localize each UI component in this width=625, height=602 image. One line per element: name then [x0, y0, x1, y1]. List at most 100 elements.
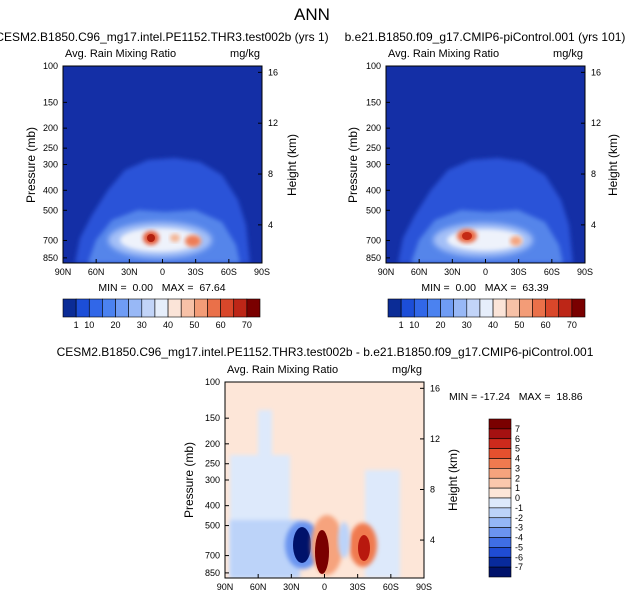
- x-tick-label: 90N: [55, 267, 72, 277]
- panel-difference-y2label: Height (km): [446, 449, 460, 511]
- panel-model-variable: Avg. Rain Mixing Ratio: [65, 48, 176, 60]
- panel-difference-ylabel: Pressure (mb): [182, 442, 196, 518]
- panel-control-ylabel: Pressure (mb): [346, 127, 360, 203]
- colorbar-swatch: [75, 298, 90, 318]
- panel-control-stats: MIN = 0.00 MAX = 63.39: [421, 282, 548, 294]
- panel-model-yaxis: 100 150 200 250 300 400 500 700 850: [43, 61, 67, 263]
- x-tick-label: 30S: [188, 267, 204, 277]
- panel-model-ylabel: Pressure (mb): [24, 127, 38, 203]
- x-tick-label: 90N: [217, 582, 234, 592]
- colorbar-swatch: [194, 298, 208, 318]
- colorbar-swatch: [488, 428, 512, 440]
- panel-control: b.e21.B1850.f09_g17.CMIP6-piControl.001 …: [345, 30, 625, 294]
- colorbar-label: 7: [515, 424, 520, 434]
- colorbar-swatch: [233, 298, 248, 318]
- x-tick-label: 30S: [511, 267, 527, 277]
- colorbar-label: 70: [567, 320, 577, 330]
- colorbar-label: 5: [515, 444, 520, 454]
- x-tick-label: 30N: [283, 582, 300, 592]
- y2-tick-label: 16: [268, 67, 278, 77]
- colorbar-label: 10: [84, 320, 94, 330]
- hotspot-mark: [185, 235, 201, 247]
- y-tick-label: 850: [366, 253, 381, 263]
- y-tick-label: 250: [366, 143, 381, 153]
- colorbar-label: -3: [515, 523, 523, 533]
- y2-tick-label: 12: [430, 434, 440, 444]
- colorbar-label: 10: [409, 320, 419, 330]
- x-tick-label: 60S: [544, 267, 560, 277]
- y-tick-label: 400: [366, 185, 381, 195]
- colorbar-swatch: [154, 298, 169, 318]
- colorbar-swatch: [488, 566, 512, 578]
- colorbar-label: 0: [515, 493, 520, 503]
- colorbar-label: 1: [74, 320, 79, 330]
- colorbar-label: 1: [399, 320, 404, 330]
- colorbar-swatch: [440, 298, 454, 318]
- colorbar-swatch: [488, 507, 512, 519]
- colorbar-swatch: [466, 298, 481, 318]
- colorbar-label: 6: [515, 434, 520, 444]
- figure-title: ANN: [294, 5, 330, 24]
- y-tick-label: 200: [366, 123, 381, 133]
- colorbar-label: 70: [242, 320, 252, 330]
- field-negative: [338, 522, 350, 558]
- y-tick-label: 300: [366, 160, 381, 170]
- panel-model-y2axis: 16 12 8 4: [258, 67, 278, 230]
- y2-tick-label: 12: [591, 118, 601, 128]
- y-tick-label: 250: [43, 143, 58, 153]
- x-tick-label: 90S: [577, 267, 593, 277]
- panel-model-y2label: Height (km): [285, 134, 299, 196]
- x-tick-label: 90N: [378, 267, 395, 277]
- y-tick-label: 200: [205, 439, 220, 449]
- colorbar-swatch: [115, 298, 129, 318]
- hotspot-mark: [315, 530, 329, 574]
- colorbar-swatch: [62, 298, 77, 318]
- panel-difference: CESM2.B1850.C96_mg17.intel.PE1152.THR3.t…: [57, 345, 594, 592]
- hotspot-mark: [462, 232, 472, 240]
- colorbar-label: 30: [462, 320, 472, 330]
- field-core-light: [120, 228, 200, 252]
- x-tick-label: 30N: [444, 267, 461, 277]
- colorbar-swatch: [453, 298, 468, 318]
- colorbar-label: 40: [163, 320, 173, 330]
- colorbar-swatch: [102, 298, 116, 318]
- colorbar-swatch: [246, 298, 261, 318]
- y2-tick-label: 12: [268, 118, 278, 128]
- x-tick-label: 60N: [250, 582, 267, 592]
- panel-difference-xaxis: 90N 60N 30N 0 30S 60S 90S: [217, 574, 432, 592]
- x-tick-label: 90S: [416, 582, 432, 592]
- y-tick-label: 700: [366, 235, 381, 245]
- colorbar-label: 60: [216, 320, 226, 330]
- field-band: [258, 410, 272, 480]
- panel-model-units: mg/kg: [230, 48, 260, 60]
- colorbar-swatch: [128, 298, 143, 318]
- colorbar-swatch: [519, 298, 533, 318]
- y-tick-label: 400: [205, 501, 220, 511]
- colorbar-label: 60: [541, 320, 551, 330]
- y-tick-label: 500: [43, 205, 58, 215]
- colorbar-swatch: [488, 537, 512, 548]
- panel-control-title: b.e21.B1850.f09_g17.CMIP6-piControl.001 …: [345, 30, 625, 44]
- panel-model-stats: MIN = 0.00 MAX = 67.64: [98, 282, 225, 294]
- y2-tick-label: 8: [430, 484, 435, 494]
- colorbar-swatch: [532, 298, 546, 318]
- colorbar-swatch: [488, 487, 512, 499]
- colorbar-swatch: [488, 438, 512, 449]
- colorbar-swatch: [488, 547, 512, 558]
- y-tick-label: 300: [205, 475, 220, 485]
- x-tick-label: 0: [483, 267, 488, 277]
- panel-difference-title: CESM2.B1850.C96_mg17.intel.PE1152.THR3.t…: [57, 345, 594, 359]
- y2-tick-label: 16: [430, 383, 440, 393]
- panel-difference-field: [225, 382, 424, 578]
- y-tick-label: 150: [366, 97, 381, 107]
- y-tick-label: 700: [43, 235, 58, 245]
- y2-tick-label: 8: [591, 169, 596, 179]
- colorbar-swatch: [488, 418, 512, 430]
- hotspot-mark: [510, 236, 522, 246]
- colorbar-swatch: [479, 298, 494, 318]
- colorbar-label: 50: [189, 320, 199, 330]
- colorbar-swatch: [427, 298, 441, 318]
- panel-control-xaxis: 90N 60N 30N 0 30S 60S 90S: [378, 259, 593, 277]
- x-tick-label: 60S: [383, 582, 399, 592]
- colorbar-label: 3: [515, 463, 520, 473]
